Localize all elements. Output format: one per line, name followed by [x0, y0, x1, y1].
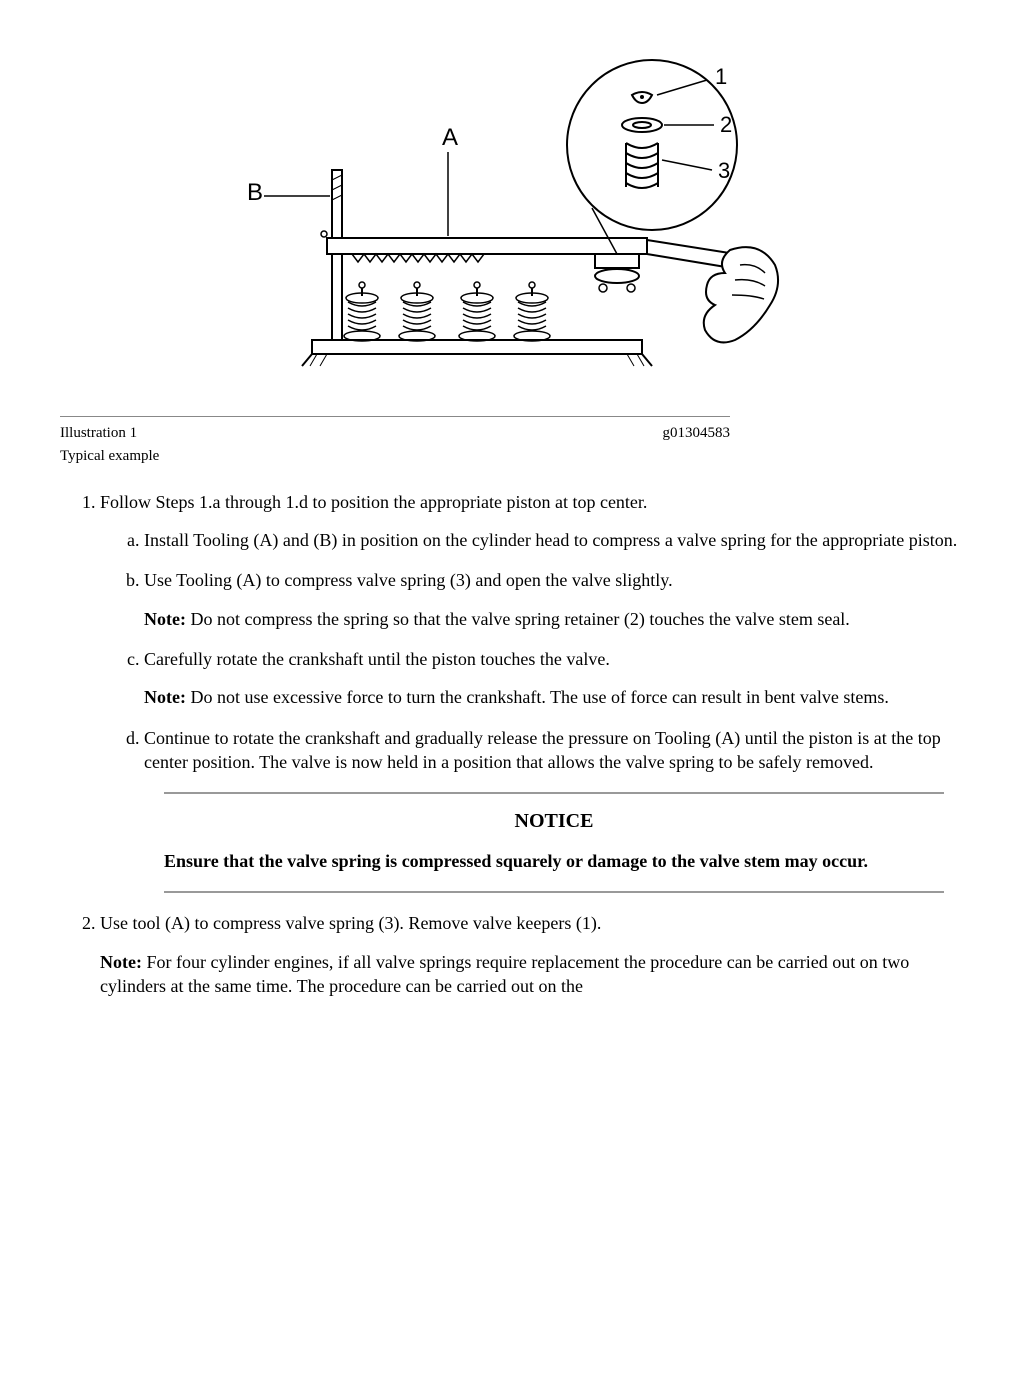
- step-1d-text: Continue to rotate the crankshaft and gr…: [144, 728, 941, 772]
- callout-3: 3: [718, 158, 730, 183]
- step-1-substeps: Install Tooling (A) and (B) in position …: [100, 528, 964, 893]
- valve-spring-tool-diagram: A B 1 2 3: [232, 40, 792, 400]
- step-2: Use tool (A) to compress valve spring (3…: [100, 911, 964, 998]
- step-2-note: Note: For four cylinder engines, if all …: [100, 950, 964, 999]
- note-label: Note:: [144, 609, 190, 629]
- notice-box: NOTICE Ensure that the valve spring is c…: [144, 792, 964, 893]
- step-1: Follow Steps 1.a through 1.d to position…: [100, 490, 964, 894]
- step-1a: Install Tooling (A) and (B) in position …: [144, 528, 964, 552]
- callout-B: B: [247, 179, 263, 206]
- illustration-figure: A B 1 2 3: [60, 40, 964, 406]
- step-1b-text: Use Tooling (A) to compress valve spring…: [144, 570, 673, 590]
- note-label: Note:: [144, 687, 190, 707]
- step-2-note-text: For four cylinder engines, if all valve …: [100, 952, 909, 996]
- step-1b-note: Note: Do not compress the spring so that…: [144, 607, 964, 631]
- illustration-label: Illustration 1: [60, 423, 137, 443]
- step-1d: Continue to rotate the crankshaft and gr…: [144, 726, 964, 894]
- illustration-caption-row: Illustration 1 g01304583: [60, 423, 730, 443]
- lever-arm: [327, 238, 744, 270]
- step-1c-note-text: Do not use excessive force to turn the c…: [190, 687, 888, 707]
- step-1c: Carefully rotate the crankshaft until th…: [144, 647, 964, 710]
- notice-body: Ensure that the valve spring is compress…: [164, 849, 944, 873]
- step-1c-text: Carefully rotate the crankshaft until th…: [144, 649, 610, 669]
- base-springs: [344, 282, 550, 341]
- illustration-subcaption: Typical example: [60, 446, 964, 466]
- callout-A: A: [442, 124, 458, 151]
- step-1b: Use Tooling (A) to compress valve spring…: [144, 568, 964, 631]
- illustration-rule: [60, 416, 730, 417]
- step-2-text: Use tool (A) to compress valve spring (3…: [100, 913, 601, 933]
- step-1c-note: Note: Do not use excessive force to turn…: [144, 685, 964, 709]
- procedure-list: Follow Steps 1.a through 1.d to position…: [60, 490, 964, 999]
- notice-title: NOTICE: [164, 808, 944, 835]
- note-label: Note:: [100, 952, 146, 972]
- step-1b-note-text: Do not compress the spring so that the v…: [190, 609, 849, 629]
- illustration-id: g01304583: [663, 423, 731, 443]
- callout-1: 1: [715, 64, 727, 89]
- step-1a-text: Install Tooling (A) and (B) in position …: [144, 530, 957, 550]
- callout-2: 2: [720, 112, 732, 137]
- step-1-text: Follow Steps 1.a through 1.d to position…: [100, 492, 647, 512]
